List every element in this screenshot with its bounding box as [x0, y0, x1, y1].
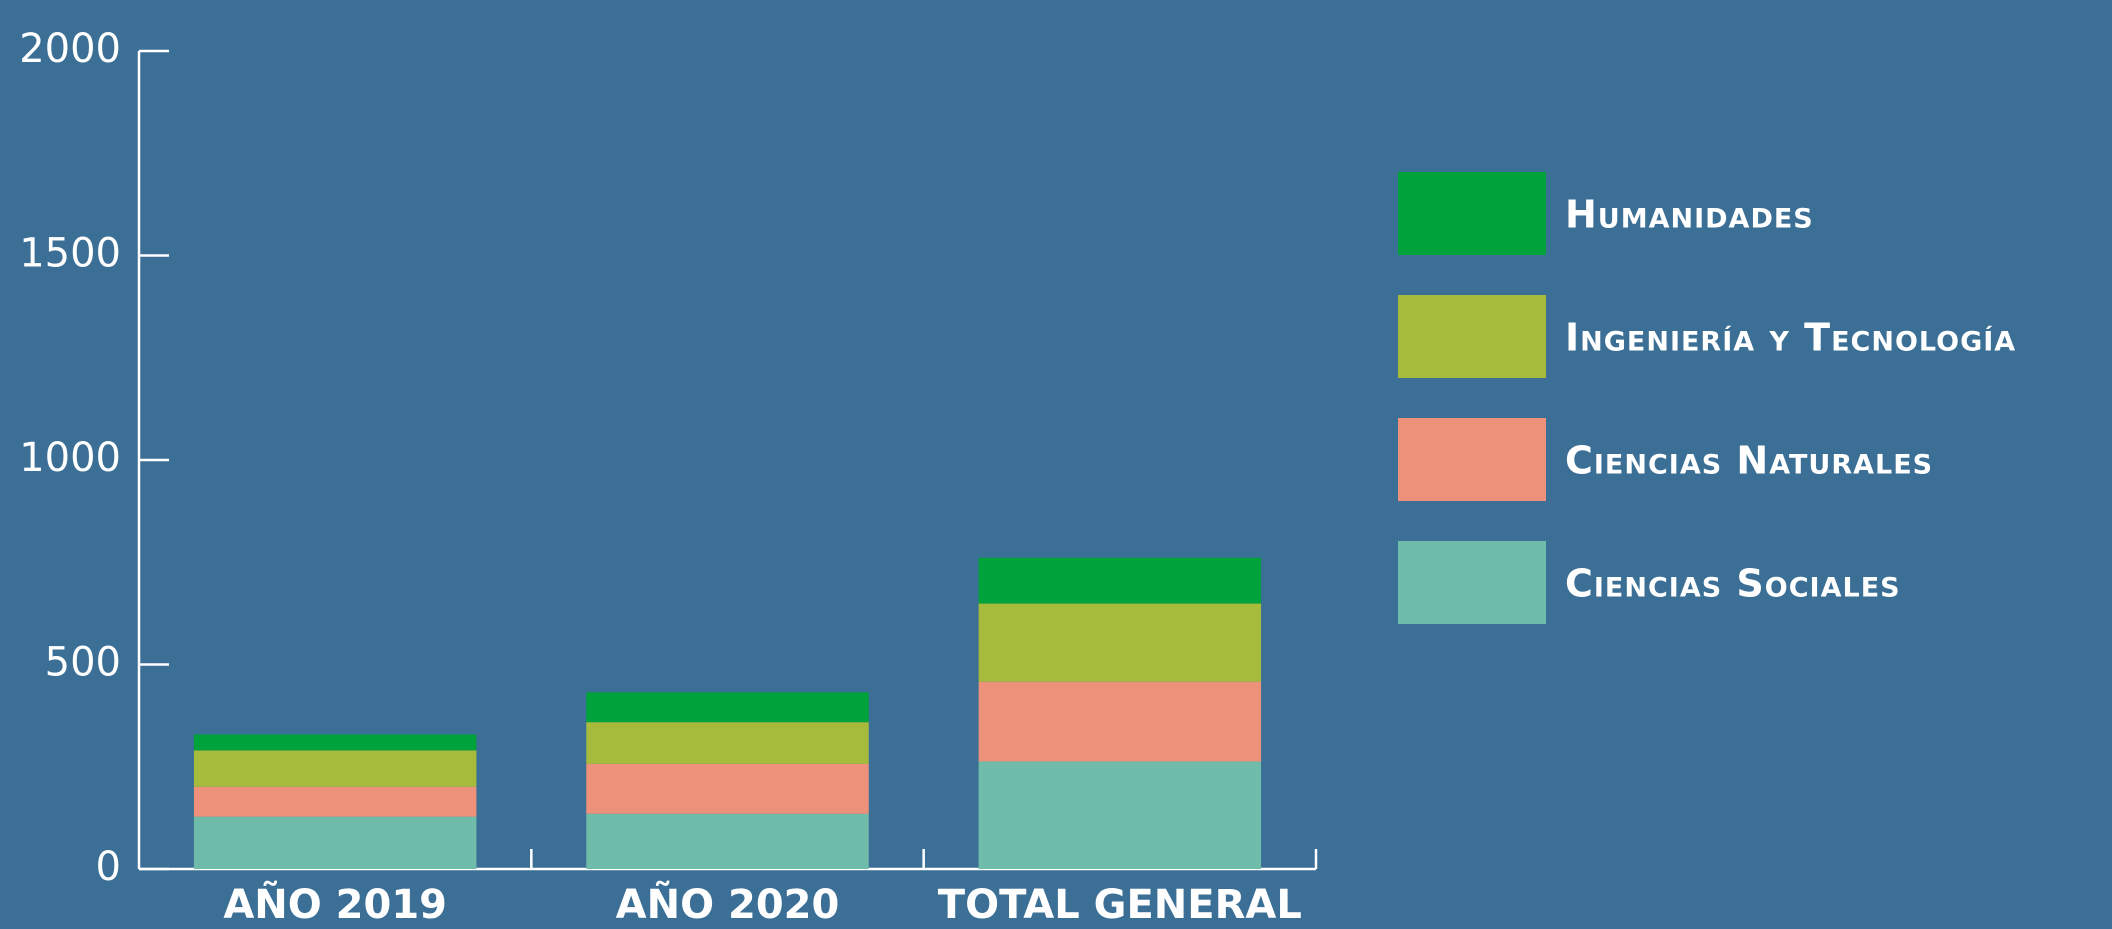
bar-segment	[193, 734, 477, 751]
y-tick-label: 1500	[19, 231, 121, 277]
legend-label: Ciencias Naturales	[1565, 439, 1933, 483]
x-tick-label: TOTAL GENERAL	[938, 882, 1302, 928]
bar-segment	[978, 603, 1262, 682]
x-tick-label: AÑO 2020	[616, 880, 840, 928]
x-tick-label: AÑO 2019	[223, 880, 447, 928]
y-tick-label: 2000	[19, 26, 121, 72]
bar-segment	[193, 750, 477, 787]
legend-label: Humanidades	[1565, 193, 1814, 237]
y-tick-label: 1000	[19, 435, 121, 481]
bar-segment	[978, 681, 1262, 762]
legend-swatch	[1398, 541, 1546, 624]
bar-segment	[586, 763, 869, 814]
legend-swatch	[1398, 418, 1546, 501]
bar-segment	[978, 761, 1262, 869]
bar-segment	[586, 722, 869, 764]
y-tick-label: 0	[96, 844, 121, 890]
bar-segment	[586, 813, 869, 869]
bar-segment	[193, 816, 477, 869]
bar-segment	[586, 692, 869, 723]
legend-swatch	[1398, 172, 1546, 255]
y-tick-label: 500	[45, 640, 121, 686]
legend-swatch	[1398, 295, 1546, 378]
bar-segment	[193, 786, 477, 817]
legend-label: Ingeniería y Tecnología	[1565, 316, 2016, 360]
bar-segment	[978, 557, 1262, 604]
legend-label: Ciencias Sociales	[1565, 562, 1901, 606]
